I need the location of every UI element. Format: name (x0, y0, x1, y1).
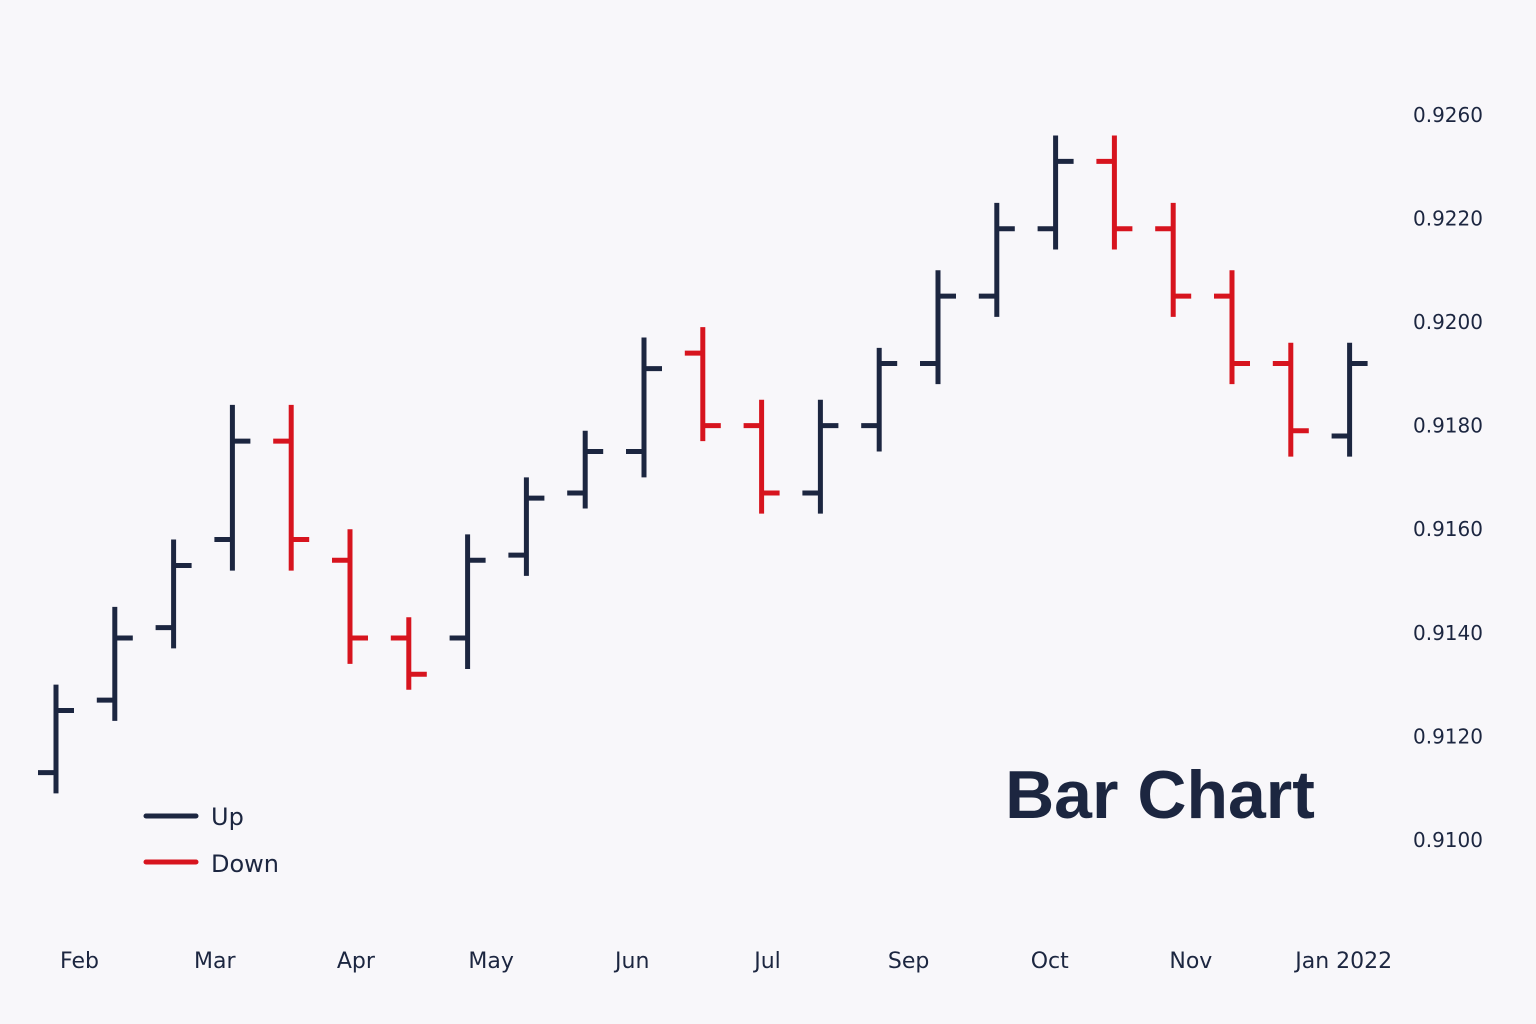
y-tick-label: 0.9160 (1413, 517, 1483, 541)
x-tick-label: Jul (752, 949, 781, 974)
x-axis: Feb Mar Apr May Jun Jul Sep Oct Nov Jan 2022 (60, 949, 1392, 974)
chart-title: Bar Chart (1005, 757, 1315, 833)
y-tick-label: 0.9120 (1413, 724, 1483, 748)
y-axis: 0.9100 0.9120 0.9140 0.9160 0.9180 0.9200 0.92… (1413, 103, 1483, 852)
ohlc-bar-10 (626, 337, 662, 478)
ohlc-bar-19 (1155, 202, 1192, 317)
ohlc-bar-20 (1214, 270, 1250, 385)
x-tick-label: May (468, 949, 513, 974)
ohlc-bar-8 (508, 477, 545, 576)
ohlc-bar-14 (861, 347, 898, 452)
ohlc-bar-6 (390, 617, 427, 690)
y-tick-label: 0.9200 (1413, 310, 1483, 334)
ohlc-bar-4 (273, 404, 310, 571)
ohlc-bar-18 (1096, 135, 1133, 250)
ohlc-bar-15 (920, 270, 956, 385)
x-tick-label: Jan 2022 (1293, 949, 1392, 974)
y-tick-label: 0.9260 (1413, 103, 1483, 127)
x-tick-label: Mar (194, 949, 236, 974)
ohlc-bar-11 (684, 327, 721, 442)
ohlc-bar-9 (567, 430, 604, 509)
legend: Up Down (143, 803, 279, 878)
x-tick-label: Feb (60, 949, 99, 974)
x-tick-label: Jun (613, 949, 649, 974)
ohlc-bar-17 (1037, 135, 1074, 250)
ohlc-bar-2 (155, 539, 192, 649)
x-tick-label: Sep (888, 949, 929, 974)
x-tick-label: Nov (1169, 949, 1212, 974)
x-tick-label: Oct (1031, 949, 1069, 974)
x-tick-label: Apr (337, 949, 376, 974)
legend-up-label: Up (211, 803, 244, 831)
ohlc-bar-0 (38, 684, 74, 794)
ohlc-bar-13 (802, 399, 839, 514)
ohlc-bar-1 (96, 606, 133, 721)
ohlc-bar-7 (449, 534, 486, 670)
y-tick-label: 0.9100 (1413, 828, 1483, 852)
ohlc-bar-22 (1331, 342, 1368, 457)
ohlc-bar-5 (332, 529, 368, 664)
y-tick-label: 0.9180 (1413, 414, 1483, 438)
y-tick-label: 0.9220 (1413, 206, 1483, 230)
ohlc-bar-16 (978, 202, 1015, 317)
ohlc-bar-3 (214, 404, 251, 571)
legend-down-label: Down (211, 850, 279, 878)
ohlc-bars (38, 135, 1368, 794)
y-tick-label: 0.9140 (1413, 621, 1483, 645)
ohlc-bar-12 (743, 399, 780, 514)
ohlc-bar-21 (1272, 342, 1309, 457)
